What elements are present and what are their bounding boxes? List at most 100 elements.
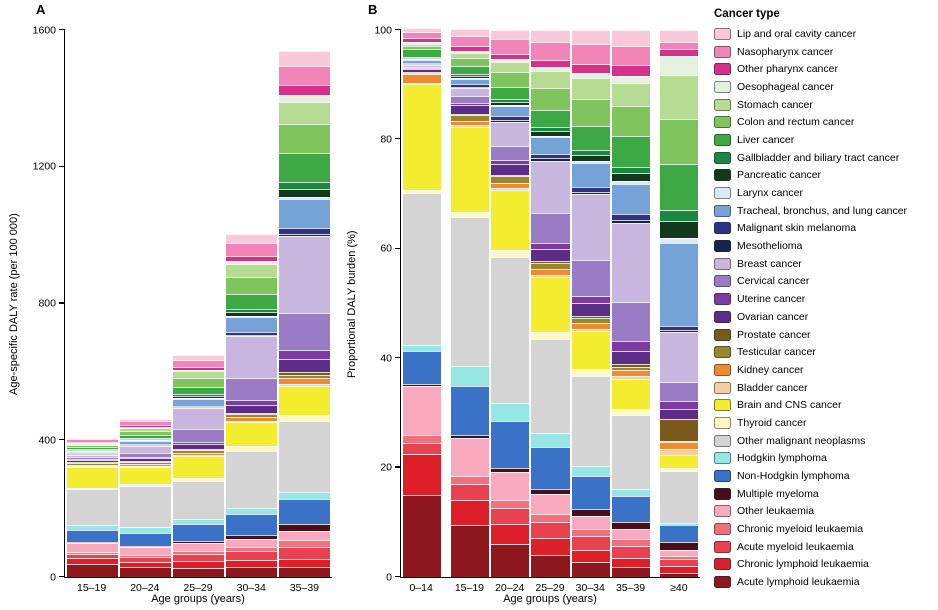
bar-segment	[279, 349, 330, 360]
bar-segment	[120, 462, 171, 465]
bar-segment	[226, 413, 277, 415]
bar-segment	[491, 187, 530, 190]
bar-segment	[659, 325, 698, 330]
bar-segment	[403, 74, 442, 83]
bar-segment	[120, 441, 171, 444]
bar-segment	[226, 405, 277, 414]
bar-segment	[67, 442, 118, 444]
bar-segment	[226, 377, 277, 401]
legend-color-swatch	[714, 80, 731, 93]
bar-segment	[571, 303, 610, 316]
bar-segment	[531, 494, 570, 514]
bar-segment	[571, 187, 610, 192]
bar-segment	[611, 30, 650, 46]
bar-segment	[611, 82, 650, 107]
bar-segment	[491, 59, 530, 63]
bar-segment	[67, 437, 118, 440]
bar-segment	[67, 542, 118, 553]
bar-segment	[403, 64, 442, 66]
bar-segment	[120, 527, 171, 533]
legend-item-label: Acute myeloid leukaemia	[737, 540, 854, 553]
x-category-label: 20–24	[495, 582, 525, 594]
y-tick-label: 80	[380, 133, 392, 146]
bar-segment	[491, 39, 530, 54]
bar-segment	[67, 462, 118, 464]
legend-item-label: Testicular cancer	[737, 346, 816, 359]
bar-segment	[571, 561, 610, 577]
bar-segment	[226, 534, 277, 539]
bar-segment	[279, 359, 330, 373]
bar-segment	[120, 445, 171, 454]
plot-area: 0 20 40 60 80 100	[374, 25, 700, 582]
bar-segment	[120, 418, 171, 422]
bar-segment	[571, 535, 610, 550]
bar-segment	[659, 448, 698, 456]
bar-segment	[279, 312, 330, 350]
bar-segment	[226, 317, 277, 333]
bar-segment	[571, 328, 610, 331]
bar-segment	[120, 567, 171, 577]
bar-segment	[120, 464, 171, 466]
bar-segment	[67, 488, 118, 526]
bar-segment	[120, 440, 171, 442]
legend-item: Thyroid cancer	[714, 414, 936, 432]
bar-segment	[226, 417, 277, 421]
plot-area: 0 400 800 1200 1600	[33, 25, 332, 582]
bar-segment	[173, 405, 224, 408]
legend-item-label: Tracheal, bronchus, and lung cancer	[737, 204, 908, 217]
bar-segment	[67, 439, 118, 442]
y-tick-label: 400	[38, 434, 56, 446]
bar-segment	[531, 66, 570, 72]
x-category-label: 30–34	[236, 582, 266, 594]
legend-item: Uterine cancer	[714, 290, 936, 308]
bar-segment	[659, 210, 698, 222]
bar-segment	[491, 62, 530, 73]
bar-segment	[451, 475, 490, 485]
bar-segment	[659, 221, 698, 238]
bar-segment	[659, 572, 698, 577]
bar-segment	[67, 453, 118, 455]
bar-segment	[571, 318, 610, 324]
legend-item: Colon and rectum cancer	[714, 113, 936, 131]
bar-segment	[611, 219, 650, 223]
bar-segment	[451, 500, 490, 526]
bar-segment	[226, 546, 277, 552]
bar-segment	[279, 199, 330, 229]
bar-segment	[571, 369, 610, 376]
bar-segment	[67, 529, 118, 542]
bar-segment	[451, 385, 490, 435]
bar-segment	[611, 222, 650, 303]
bar-segment	[491, 257, 530, 404]
bar-segment	[173, 407, 224, 409]
bar-segment	[451, 74, 490, 76]
bar-segment	[611, 495, 650, 523]
bar-segment	[279, 51, 330, 67]
legend-color-swatch	[714, 487, 731, 500]
bar-segment	[403, 49, 442, 58]
bar-segment	[173, 441, 224, 445]
bar-segment	[611, 529, 650, 540]
y-tick	[395, 466, 401, 468]
bar-segment	[659, 409, 698, 420]
bar-segment	[491, 175, 530, 177]
legend-item: Lip and oral cavity cancer	[714, 25, 936, 43]
y-tick	[59, 439, 65, 441]
bar-segment	[659, 559, 698, 567]
bar-segment	[659, 381, 698, 402]
bar-segment	[67, 458, 118, 460]
bar-segment	[611, 173, 650, 182]
bar-segment	[491, 146, 530, 161]
bar-segment	[403, 494, 442, 577]
legend-items: Lip and oral cavity cancer Nasopharynx ca…	[714, 25, 936, 591]
bar-0–14	[403, 28, 442, 577]
bar-segment	[531, 41, 570, 60]
bar-segment	[571, 99, 610, 126]
bar-segment	[451, 77, 490, 79]
bar-segment	[403, 443, 442, 454]
bar-segment	[611, 539, 650, 546]
bar-segment	[226, 559, 277, 568]
bar-segment	[120, 438, 171, 440]
bar-segment	[226, 261, 277, 265]
bar-segment	[403, 46, 442, 50]
y-tick	[59, 28, 65, 30]
